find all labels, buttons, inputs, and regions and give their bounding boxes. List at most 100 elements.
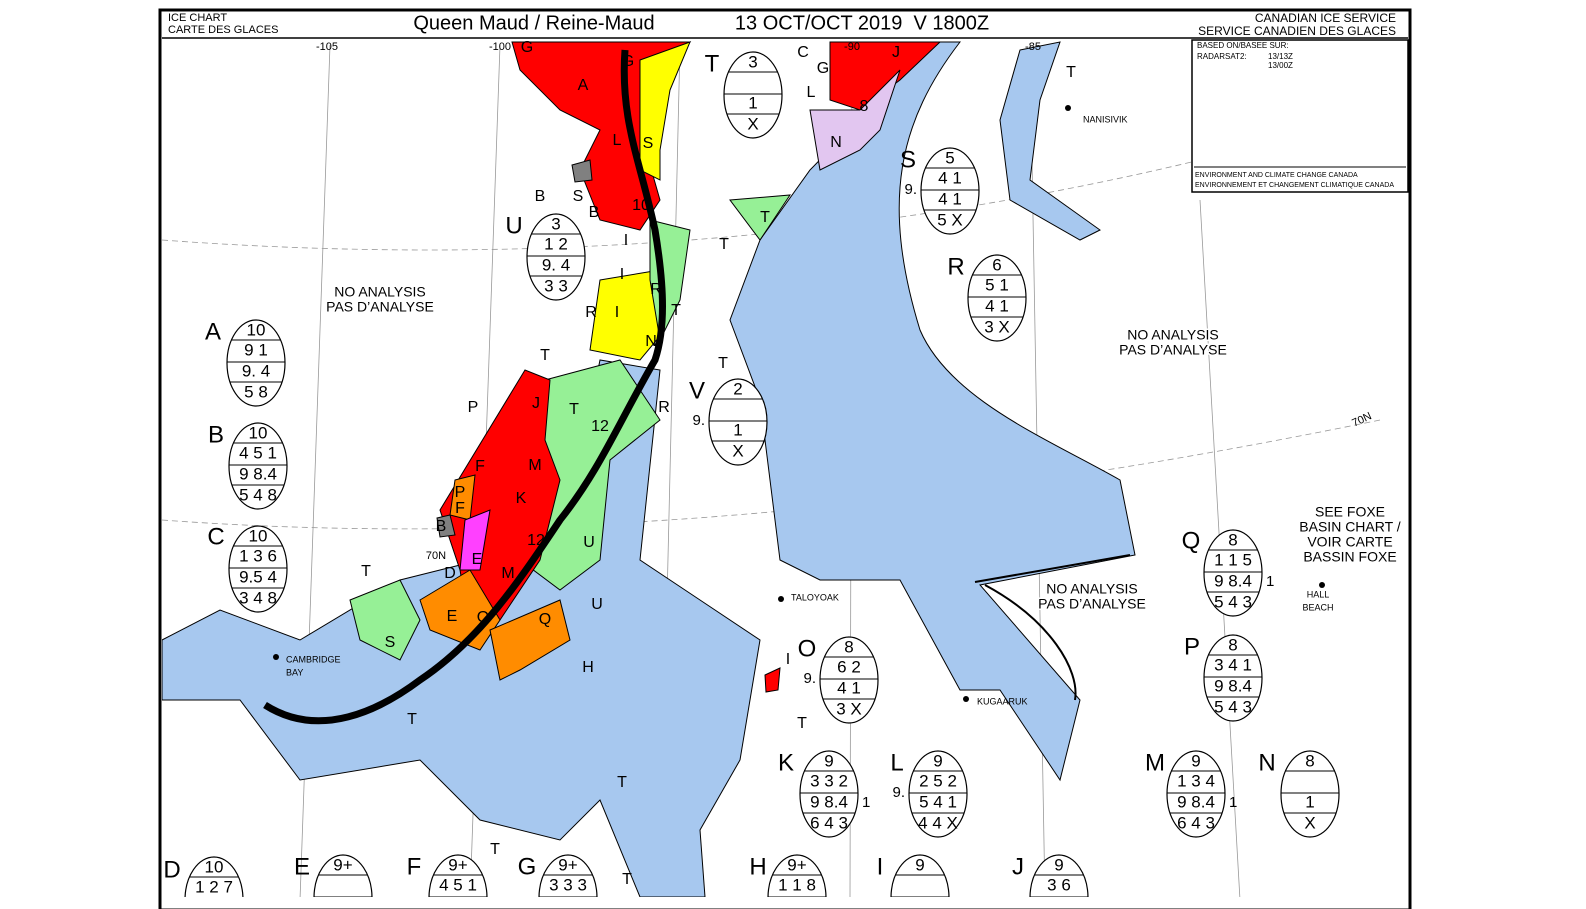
region-label: S [385,634,396,651]
frame [158,8,1412,909]
egg-code: X [1304,813,1315,832]
longitude-label: -85 [1025,41,1041,53]
region-label: C [797,44,809,61]
place-dot [1319,582,1325,588]
egg-code: 9.5 4 [239,567,277,586]
region-label: E [447,608,458,625]
egg-label: B [208,421,224,448]
egg-label: I [877,853,884,880]
egg-label: H [749,853,766,880]
latitude-label: 70N [426,550,446,562]
note: PAS D’ANALYSE [1119,342,1227,358]
egg-code: 4 1 [938,168,962,187]
admiralty-inlet [999,41,1101,241]
egg-code: 4 1 [837,678,861,697]
place-name: BAY [286,667,303,677]
region-label: N [645,333,657,350]
egg-code: 4 1 [985,296,1009,315]
egg [799,750,859,838]
region-label: M [528,457,541,474]
egg-code: 5 X [937,210,963,229]
region-label: T [718,355,728,372]
egg-label: A [205,318,221,345]
egg-code: 3 4 1 [1214,655,1252,674]
region-label: R [650,281,662,298]
egg [767,854,827,897]
region-label: G [622,53,634,70]
region-label: L [807,84,816,101]
longitude-label: -100 [489,41,511,53]
egg-code: X [747,114,758,133]
egg-label: Q [1182,527,1201,554]
egg-label: V [689,377,705,404]
egg [538,854,598,897]
place-name: KUGAARUK [977,696,1028,706]
egg-code: 4 5 1 [239,443,277,462]
egg-code: 9 1 [244,340,268,359]
source-time: 13/00Z [1268,61,1293,70]
egg-code: 10 [205,857,224,876]
egg-code: 8 [1228,530,1237,549]
region-label: B [436,518,447,535]
egg-code: 3 X [836,699,862,718]
egg-label: S [900,146,916,173]
egg-side-code: 9. [904,181,917,198]
egg [1029,854,1089,897]
region-label: P [455,484,466,501]
egg-code: 1 1 5 [1214,550,1252,569]
region-label: L [613,132,622,149]
region-label: F [475,458,485,475]
region-label: I [786,651,790,668]
egg-code: 5 4 3 [1214,697,1252,716]
place-name: CAMBRIDGE [286,654,341,664]
egg-code: 1 [748,93,757,112]
egg-code: 5 4 1 [919,792,957,811]
egg-code: 6 2 [837,657,861,676]
region-label: K [516,490,527,507]
note: NO ANALYSIS [334,284,426,300]
egg [526,213,586,301]
note: VOIR CARTE [1307,534,1392,550]
egg-code: 9+ [448,855,467,874]
egg-code: 3 6 [1047,875,1071,894]
info-box [1191,39,1409,193]
egg-code: 9+ [558,855,577,874]
egg-code: 8 [1228,635,1237,654]
egg-side-code: 1 [1229,794,1237,811]
region-label: I [620,266,624,283]
egg-code: 5 [945,148,954,167]
region-label: T [361,563,371,580]
egg-code: 9 8.4 [1214,571,1252,590]
ice-magenta [459,509,491,571]
region-label: S [643,135,654,152]
egg-code: 8 [1305,751,1314,770]
egg-code: 10 [249,526,268,545]
region-label: M [501,565,514,582]
egg [228,422,288,510]
region-label: D [444,565,456,582]
egg-code: 9 [1054,855,1063,874]
egg-code: 9+ [787,855,806,874]
region-label: 12 [527,532,545,549]
egg-label: M [1145,749,1165,776]
egg-label: U [505,212,522,239]
egg-code: 5 4 8 [239,485,277,504]
egg-code: 1 2 [544,234,568,253]
region-label: T [622,871,632,888]
egg-side-code: 1 [862,794,870,811]
note: SEE FOXE [1315,504,1385,520]
region-label: U [591,596,603,613]
region-label: T [490,841,500,858]
region-label: J [532,395,540,412]
egg-code: 2 5 2 [919,771,957,790]
egg-code: 9 8.4 [1214,676,1252,695]
region-label: H [582,659,594,676]
region-label: F [455,500,465,517]
egg [228,525,288,613]
egg-code: 1 [733,420,742,439]
region-label: I [624,232,628,249]
note: PAS D’ANALYSE [326,299,434,315]
egg-label: F [407,853,422,880]
region-label: T [1066,64,1076,81]
